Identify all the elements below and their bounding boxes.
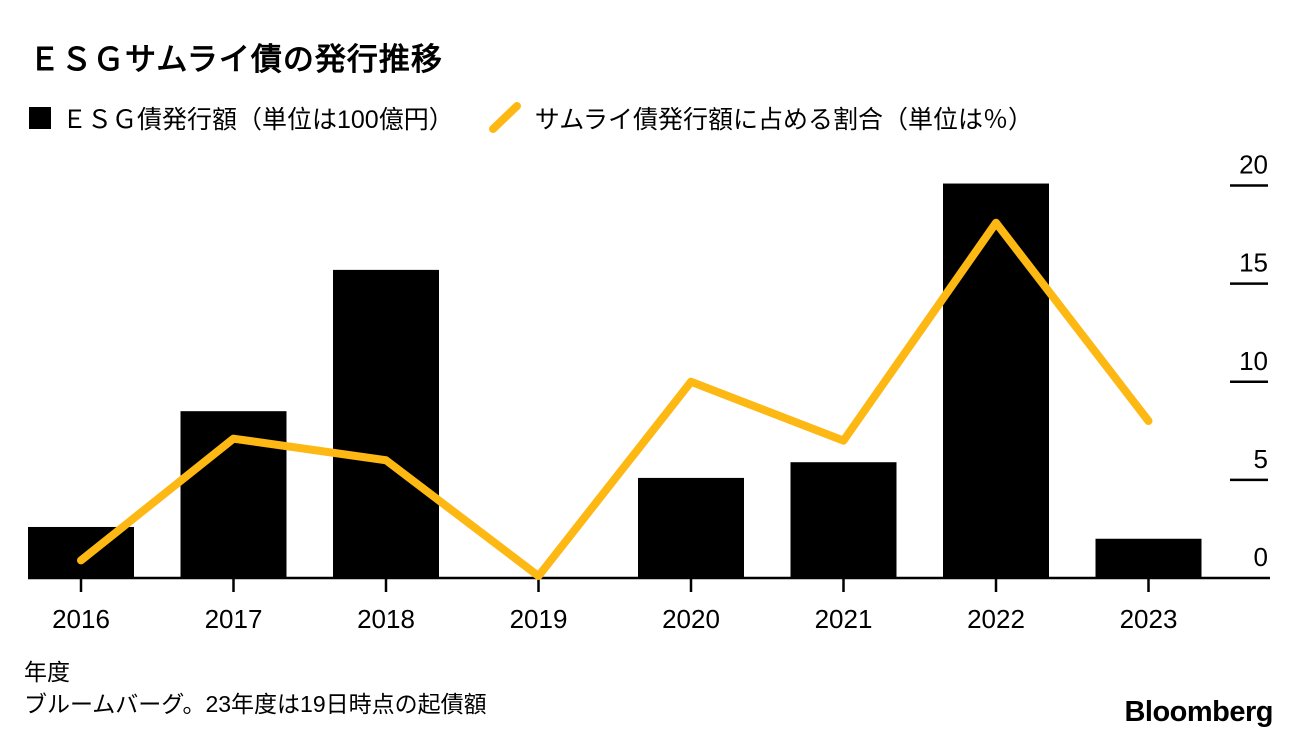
legend-item-line-series: サムライ債発行額に占める割合（単位は％） xyxy=(486,100,1033,136)
bar-2022 xyxy=(943,183,1049,578)
x-tick-label-2020: 2020 xyxy=(662,604,720,634)
y-tick-label-0: 0 xyxy=(1254,542,1268,572)
bar-swatch-icon xyxy=(29,107,51,129)
bloomberg-logo: Bloomberg xyxy=(1124,696,1273,728)
y-tick-label-15: 15 xyxy=(1239,248,1268,278)
chart-footer: 年度 ブルームバーグ。23年度は19日時点の起債額 xyxy=(24,656,487,720)
combo-chart: 2016 2017 2018 2019 2020 2021 2022 2023 0 5 10 15 20 xyxy=(28,150,1270,634)
line-swatch-icon xyxy=(488,102,521,133)
x-tick-label-2022: 2022 xyxy=(967,604,1025,634)
y-tick-label-10: 10 xyxy=(1239,346,1268,376)
legend-label-bar-series: ＥＳＧ債発行額（単位は100億円） xyxy=(62,106,454,134)
axes-group: 2016 2017 2018 2019 2020 2021 2022 2023 0 5 10 15 20 xyxy=(28,150,1270,634)
bar-2020 xyxy=(638,477,744,578)
y-tick-label-20: 20 xyxy=(1239,150,1268,180)
x-tick-label-2018: 2018 xyxy=(357,604,415,634)
x-tick-label-2021: 2021 xyxy=(815,604,873,634)
bar-2023 xyxy=(1095,538,1202,578)
x-tick-label-2019: 2019 xyxy=(510,604,568,634)
bar-series-group xyxy=(28,183,1202,578)
bar-2018 xyxy=(333,269,439,578)
x-tick-label-2023: 2023 xyxy=(1120,604,1178,634)
source-note: ブルームバーグ。23年度は19日時点の起債額 xyxy=(24,691,487,717)
x-tick-label-2017: 2017 xyxy=(205,604,263,634)
y-tick-label-5: 5 xyxy=(1254,444,1268,474)
page-title: ＥＳＧサムライ債の発行推移 xyxy=(29,42,443,77)
legend: ＥＳＧ債発行額（単位は100億円） サムライ債発行額に占める割合（単位は％） xyxy=(29,100,1033,136)
x-tick-label-2016: 2016 xyxy=(52,604,110,634)
x-axis-unit-note: 年度 xyxy=(24,659,70,685)
bar-2021 xyxy=(790,462,897,578)
legend-label-line-series: サムライ債発行額に占める割合（単位は％） xyxy=(534,106,1033,134)
line-series-path xyxy=(77,218,1153,581)
legend-item-bar-series: ＥＳＧ債発行額（単位は100億円） xyxy=(29,100,454,136)
